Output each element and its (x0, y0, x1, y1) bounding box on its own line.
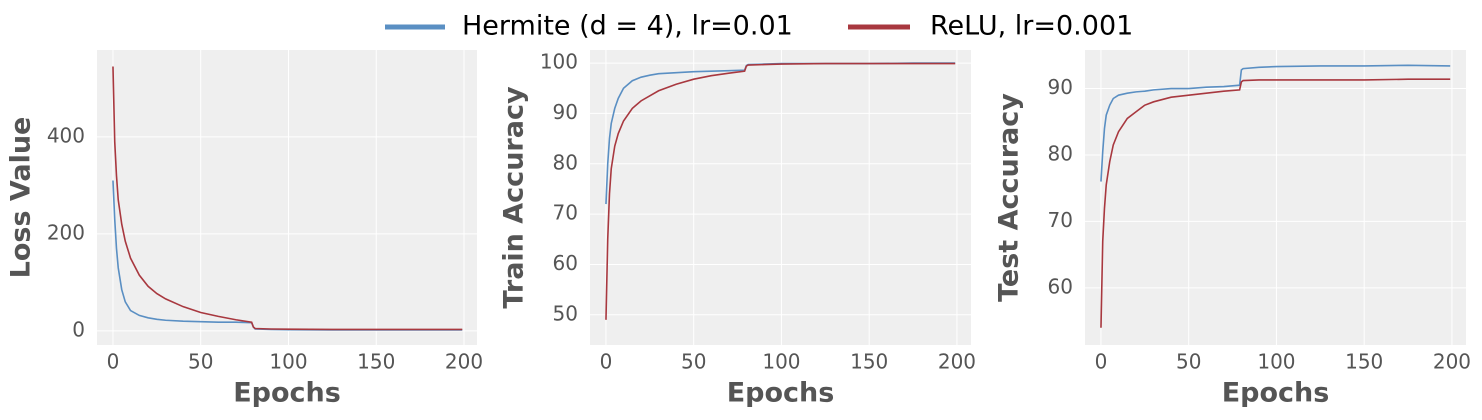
x-tick-label: 150 (357, 350, 395, 374)
x-tick-label: 0 (107, 350, 120, 374)
y-tick-label: 200 (47, 220, 85, 244)
x-tick-label: 200 (1433, 350, 1471, 374)
y-axis-label: Train Accuracy (499, 86, 530, 309)
y-axis-label: Test Accuracy (994, 93, 1025, 302)
x-tick-label: 0 (1095, 350, 1108, 374)
series-line (1100, 64, 1451, 182)
x-axis-label: Epochs (233, 378, 341, 409)
plot-area (590, 50, 971, 345)
x-axis-label: Epochs (1222, 378, 1330, 409)
x-tick-label: 100 (269, 350, 307, 374)
series-line (112, 66, 463, 331)
x-tick-label: 50 (188, 350, 213, 374)
legend-label: ReLU, lr=0.001 (930, 11, 1133, 42)
plot-area (1085, 50, 1466, 345)
series-line (605, 62, 956, 320)
legend-label: Hermite (d = 4), lr=0.01 (462, 11, 793, 42)
x-tick-label: 50 (681, 350, 706, 374)
x-tick-label: 100 (1257, 350, 1295, 374)
x-tick-label: 200 (938, 350, 976, 374)
x-tick-label: 50 (1176, 350, 1201, 374)
y-axis-label: Loss Value (6, 117, 37, 279)
y-tick-label: 80 (1048, 141, 1073, 165)
y-tick-label: 100 (540, 50, 578, 74)
x-tick-label: 150 (850, 350, 888, 374)
y-tick-label: 60 (1048, 274, 1073, 298)
series-line (1100, 78, 1451, 328)
x-tick-label: 0 (600, 350, 613, 374)
y-tick-label: 70 (1048, 208, 1073, 232)
y-tick-label: 50 (553, 301, 578, 325)
x-tick-label: 150 (1345, 350, 1383, 374)
y-tick-label: 90 (1048, 75, 1073, 99)
y-tick-label: 70 (553, 201, 578, 225)
x-tick-label: 200 (445, 350, 483, 374)
y-tick-label: 60 (553, 251, 578, 275)
plot-area (97, 50, 477, 345)
y-tick-label: 80 (553, 150, 578, 174)
x-tick-label: 100 (762, 350, 800, 374)
x-axis-label: Epochs (727, 378, 835, 409)
y-tick-label: 400 (47, 123, 85, 147)
y-tick-label: 0 (72, 317, 85, 341)
y-tick-label: 90 (553, 100, 578, 124)
